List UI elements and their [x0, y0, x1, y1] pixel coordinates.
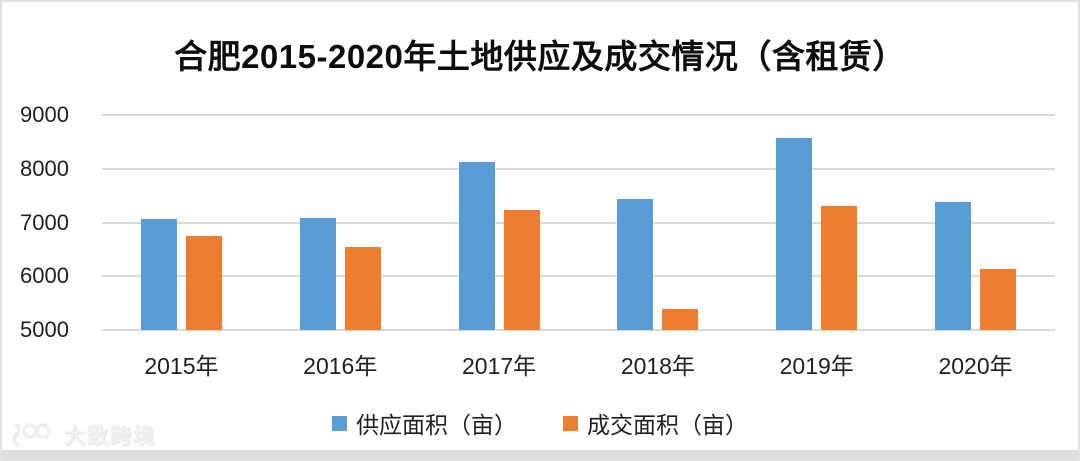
gridline-9000 [102, 114, 1055, 116]
bottom-strip [2, 450, 1078, 459]
legend-label: 成交面积（亩） [587, 412, 748, 438]
bar-supply-2018 [617, 199, 654, 330]
bar-groups [102, 115, 1055, 330]
gridline-6000 [102, 275, 1055, 278]
x-tick-label-2016: 2016年 [303, 353, 378, 379]
bar-supply-2015 [140, 219, 177, 330]
x-tick-label-2017: 2017年 [461, 353, 537, 379]
y-tick-label-9000: 9000 [20, 102, 69, 127]
bar-deal-2017 [503, 210, 540, 330]
legend-item-deal: 成交面积（亩） [563, 406, 748, 440]
legend-swatch-icon [563, 415, 578, 431]
bar-deal-2015 [185, 235, 222, 330]
x-axis-labels: 2015年 2016年 2017年 2018年 2019年 2020年 [102, 347, 1055, 381]
bar-supply-2020 [935, 202, 972, 330]
gridline-8000 [102, 167, 1055, 170]
x-tick-label-2018: 2018年 [620, 353, 695, 379]
bar-deal-2018 [662, 308, 699, 330]
legend-swatch-icon [332, 415, 347, 431]
watermark-text: 大数跨境 [64, 425, 156, 448]
watermark: 大数跨境 [10, 420, 156, 450]
bar-supply-2019 [776, 137, 813, 330]
bar-group-2019 [737, 115, 896, 330]
bar-group-2016 [261, 115, 420, 330]
bar-deal-2020 [980, 268, 1017, 330]
bar-supply-2017 [458, 162, 495, 330]
y-tick-label-6000: 6000 [20, 263, 69, 289]
y-tick-label-8000: 8000 [20, 155, 69, 181]
bar-group-2020 [896, 115, 1055, 330]
y-tick-label-7000: 7000 [20, 209, 69, 235]
bar-group-2015 [102, 115, 261, 330]
y-tick-label-5000: 5000 [20, 317, 69, 342]
bar-group-2017 [420, 115, 579, 330]
watermark-logo [12, 423, 51, 447]
bar-group-2018 [578, 115, 737, 330]
legend-item-supply: 供应面积（亩） [332, 406, 517, 440]
legend: 供应面积（亩） 成交面积（亩） [2, 406, 1078, 440]
bar-supply-2016 [299, 218, 336, 330]
x-tick-label-2020: 2020年 [938, 353, 1013, 379]
x-tick-label-2015: 2015年 [144, 353, 219, 379]
bar-deal-2019 [821, 206, 858, 330]
chart-title: 合肥2015-2020年土地供应及成交情况（含租赁） [174, 38, 906, 75]
gridline-5000 [102, 329, 1055, 331]
legend-label: 供应面积（亩） [356, 412, 517, 438]
x-tick-label-2019: 2019年 [779, 353, 854, 379]
plot-area: 9000 8000 7000 6000 5000 2015年 2016年 2017年 2018… [20, 102, 1055, 379]
bar-deal-2016 [344, 246, 381, 330]
gridline-7000 [102, 221, 1055, 224]
